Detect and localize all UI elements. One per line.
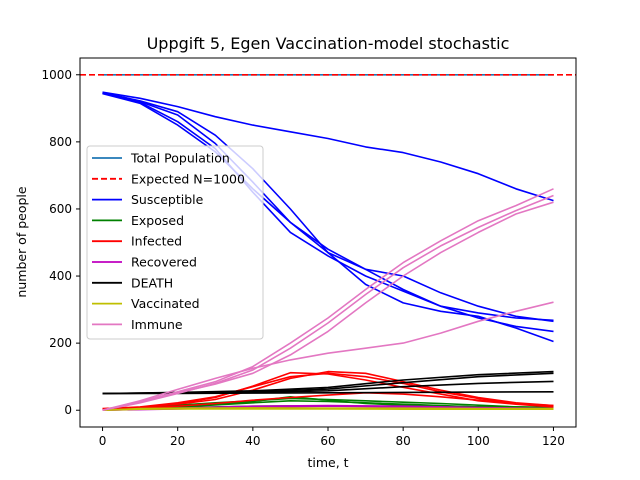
y-tick-label: 1000 bbox=[41, 68, 72, 82]
y-tick-label: 400 bbox=[49, 269, 72, 283]
legend-label-total-population: Total Population bbox=[130, 151, 230, 166]
series-line-susceptible-run-5 bbox=[102, 91, 554, 343]
series-line-immune-run-1 bbox=[102, 188, 554, 411]
x-axis-label: time, t bbox=[307, 455, 348, 470]
y-axis-label: number of people bbox=[14, 186, 29, 297]
legend-frame bbox=[86, 145, 264, 340]
y-tick-label: 600 bbox=[49, 202, 72, 216]
series-line-immune-run-3 bbox=[102, 201, 554, 411]
legend-label-expected-n-1000: Expected N=1000 bbox=[131, 171, 245, 186]
y-tick-label: 200 bbox=[49, 336, 72, 350]
series-line-infected-run-4 bbox=[102, 392, 554, 410]
x-tick-label: 120 bbox=[542, 434, 565, 448]
plot-area bbox=[79, 57, 577, 428]
x-tick-label: 80 bbox=[396, 434, 411, 448]
legend-label-susceptible: Susceptible bbox=[131, 192, 204, 207]
x-tick-label: 20 bbox=[170, 434, 185, 448]
legend-label-infected: Infected bbox=[131, 234, 182, 249]
series-line-susceptible-run-1 bbox=[102, 91, 554, 202]
series-layer bbox=[80, 74, 576, 411]
legend-label-vaccinated: Vaccinated bbox=[131, 296, 200, 311]
legend-label-death: DEATH bbox=[131, 275, 173, 290]
chart-title: Uppgift 5, Egen Vaccination-model stocha… bbox=[147, 34, 510, 53]
legend-label-exposed: Exposed bbox=[131, 213, 184, 228]
x-axis: 0 20 40 60 80 100 120 bbox=[99, 427, 565, 448]
series-line-susceptible-run-4 bbox=[102, 92, 554, 333]
x-tick-label: 60 bbox=[320, 434, 335, 448]
legend-label-recovered: Recovered bbox=[131, 255, 197, 270]
x-tick-label: 40 bbox=[245, 434, 260, 448]
x-tick-label: 0 bbox=[99, 434, 107, 448]
x-tick-label: 100 bbox=[467, 434, 490, 448]
legend-label-immune: Immune bbox=[131, 317, 183, 332]
series-line-immune-run-4 bbox=[102, 301, 554, 411]
y-axis: 0 200 400 600 800 1000 bbox=[41, 68, 80, 417]
legend: Total Population Expected N=1000 Susceptib… bbox=[86, 145, 264, 340]
y-tick-label: 800 bbox=[49, 135, 72, 149]
series-line-vaccinated-run-2 bbox=[102, 408, 554, 411]
series-line-susceptible-run-3 bbox=[102, 92, 554, 322]
y-tick-label: 0 bbox=[64, 403, 72, 417]
